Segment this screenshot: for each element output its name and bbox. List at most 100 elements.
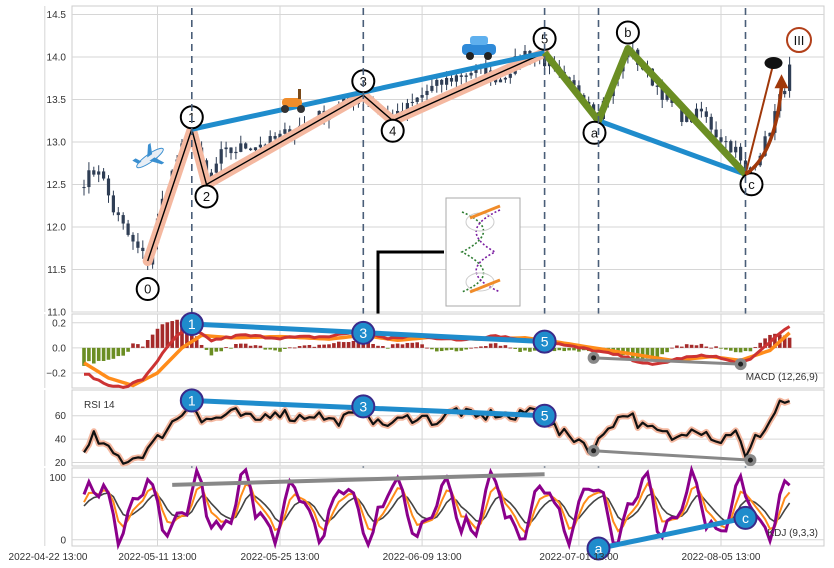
macd-histogram-bar <box>395 343 400 348</box>
rsi-wave-marker <box>532 403 557 428</box>
scooter-icon <box>281 89 305 113</box>
wave-point-label: b <box>624 25 631 40</box>
macd-histogram-bar <box>82 347 86 366</box>
macd-histogram-bar <box>229 347 233 349</box>
rsi-wave-marker <box>351 394 376 419</box>
candle-body <box>729 141 733 153</box>
macd-histogram-bar <box>248 345 253 348</box>
candle-body <box>121 215 125 224</box>
kdj-panel: 100 0 a c KDJ (9,3,3) <box>44 464 825 561</box>
macd-histogram-bar <box>758 342 762 348</box>
price-ytick-label: 12.0 <box>47 223 67 234</box>
macd-histogram-bar <box>121 347 125 356</box>
macd-histogram-bar <box>263 347 268 350</box>
macd-histogram-bar <box>302 345 307 348</box>
candle-body <box>724 141 728 143</box>
candle-body <box>454 75 458 82</box>
macd-histogram-bar <box>479 346 483 348</box>
macd-histogram-bar <box>444 347 449 351</box>
kdj-wave-marker <box>733 505 758 530</box>
macd-histogram-bar <box>518 347 522 352</box>
macd-histogram-bar <box>160 324 165 348</box>
macd-histogram-bar <box>665 347 669 353</box>
rsi-wave-marker <box>179 388 204 413</box>
macd-histogram-bar <box>557 347 562 351</box>
macd-histogram-bar <box>145 340 150 348</box>
candle-body <box>111 195 115 213</box>
candle-body <box>685 115 689 122</box>
wave-point-marker <box>380 118 405 143</box>
candle-body <box>714 129 718 138</box>
macd-histogram-bar <box>493 343 498 348</box>
candle-body <box>273 136 277 139</box>
macd-histogram-bar <box>400 344 405 348</box>
candle-body <box>244 143 248 149</box>
macd-histogram-bar <box>155 328 160 348</box>
price-ytick-label: 11.0 <box>47 308 66 319</box>
kdj-divergence-line <box>597 515 747 551</box>
candle-body <box>263 144 267 146</box>
candle-body <box>97 171 101 175</box>
macd-histogram-bar <box>640 347 645 360</box>
macd-wave-marker <box>179 312 204 337</box>
macd-histogram-bar <box>675 345 679 348</box>
wave-point-label: c <box>748 177 755 192</box>
wave-point-marker <box>582 120 607 145</box>
rsi-ytick-label: 60 <box>55 411 67 422</box>
macd-wave-marker <box>532 329 557 354</box>
macd-histogram-bar <box>96 347 101 361</box>
macd-histogram-bar <box>523 347 527 351</box>
macd-histogram-bar <box>351 340 356 348</box>
x-axis-tick-label: 2022-08-05 13:00 <box>682 552 761 563</box>
macd-wave-marker-label: 5 <box>541 334 549 350</box>
macd-histogram-bar <box>253 345 258 348</box>
macd-histogram-bar <box>199 344 204 348</box>
macd-histogram-bar <box>214 347 219 352</box>
macd-histogram-bar <box>219 347 223 352</box>
macd-histogram-bar <box>87 347 91 362</box>
candle-body <box>405 103 409 113</box>
airplane-tail <box>132 158 142 164</box>
macd-histogram-bar <box>209 347 214 356</box>
macd-histogram-bar <box>322 344 326 348</box>
macd-divergence-point-center <box>591 355 597 361</box>
macd-histogram-bar <box>782 335 787 348</box>
macd-histogram-bar <box>577 347 581 352</box>
macd-histogram-bar <box>194 336 199 348</box>
candle-body <box>136 241 140 248</box>
airplane-icon <box>132 143 165 169</box>
macd-histogram-bar <box>92 347 96 364</box>
rsi-panel: 60 40 20 1 3 5 RSI 14 <box>44 388 825 469</box>
candle-body <box>415 97 419 102</box>
candle-body <box>239 143 243 152</box>
price-ytick-label: 13.0 <box>47 138 67 149</box>
macd-histogram-bar <box>288 347 292 349</box>
macd-histogram-bar <box>616 347 620 353</box>
kdj-ytick-label: 0 <box>60 535 66 546</box>
macd-histogram-bar <box>670 347 674 349</box>
macd-histogram-bar <box>743 347 748 352</box>
macd-histogram-bar <box>366 340 370 348</box>
macd-histogram-bar <box>185 324 189 348</box>
macd-histogram-bar <box>689 344 694 348</box>
macd-histogram-bar <box>439 347 444 352</box>
candle-body <box>102 171 106 179</box>
macd-histogram-bar <box>420 344 424 348</box>
candle-body <box>469 72 473 76</box>
macd-histogram-bar <box>449 347 454 350</box>
airplane-wing-bottom <box>149 157 165 165</box>
macd-histogram-bar <box>552 347 557 352</box>
candle-body <box>739 146 743 161</box>
macd-histogram-bar <box>508 347 513 349</box>
kdj-title: KDJ (9,3,3) <box>767 528 818 539</box>
rsi-divergence-point-center <box>747 457 753 463</box>
macd-histogram-bar <box>292 347 297 349</box>
airplane-wing-top <box>147 143 153 158</box>
price-panel: 11.011.512.012.513.013.514.014.5012345ab… <box>44 5 825 319</box>
wave-point-marker <box>194 184 219 209</box>
candle-body <box>709 116 713 130</box>
candle-body <box>258 144 262 148</box>
macd-wave-marker-label: 1 <box>188 316 196 332</box>
candle-body <box>219 149 223 164</box>
macd-histogram-bar <box>748 347 753 352</box>
